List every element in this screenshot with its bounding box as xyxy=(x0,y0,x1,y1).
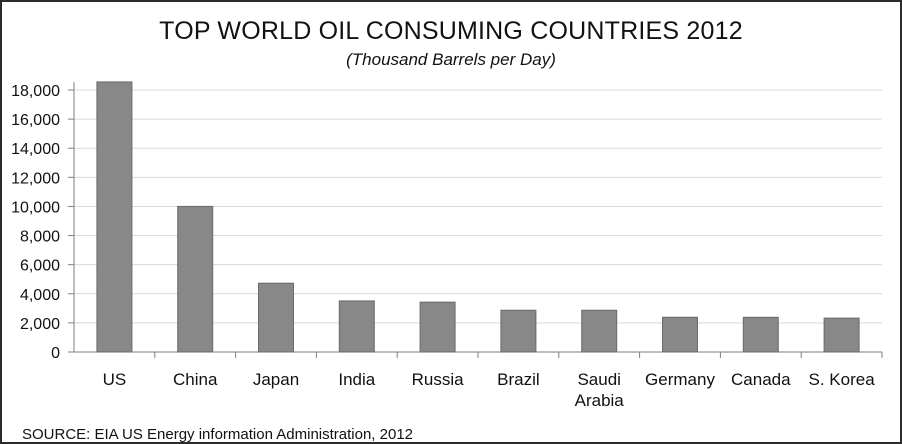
x-tick-label: China xyxy=(173,370,218,389)
x-tick-label: Japan xyxy=(253,370,299,389)
bar-germany xyxy=(662,316,698,353)
x-tick-label: Canada xyxy=(731,370,791,389)
source-note: SOURCE: EIA US Energy information Admini… xyxy=(22,426,414,443)
y-tick-label: 0 xyxy=(51,345,60,362)
y-tick-label: 2,000 xyxy=(20,316,60,333)
y-tick-label: 16,000 xyxy=(11,112,60,129)
y-tick-label: 18,000 xyxy=(11,83,60,100)
y-tick-label: 12,000 xyxy=(11,170,60,187)
y-tick-label: 14,000 xyxy=(11,141,60,158)
x-tick-label: Russia xyxy=(412,370,465,389)
bar-china xyxy=(177,205,214,353)
bar-s-korea xyxy=(823,317,860,353)
x-tick-label: Arabia xyxy=(575,391,625,410)
bar-brazil xyxy=(500,309,537,353)
x-tick-label: S. Korea xyxy=(809,370,876,389)
bar-india xyxy=(338,300,375,353)
bar-saudi-arabia xyxy=(581,309,618,353)
chart-title: TOP WORLD OIL CONSUMING COUNTRIES 2012 xyxy=(159,17,743,45)
bar-canada xyxy=(742,316,779,353)
y-tick-label: 10,000 xyxy=(11,199,60,216)
x-tick-label: Saudi xyxy=(577,370,620,389)
chart-subtitle: (Thousand Barrels per Day) xyxy=(346,50,556,69)
x-tick-label: India xyxy=(338,370,375,389)
y-tick-label: 6,000 xyxy=(20,258,60,275)
x-tick-label: Brazil xyxy=(497,370,540,389)
bar-japan xyxy=(258,282,294,353)
y-tick-label: 4,000 xyxy=(20,287,60,304)
y-tick-label: 8,000 xyxy=(20,229,60,246)
bar-russia xyxy=(419,301,456,353)
x-tick-label: US xyxy=(103,370,127,389)
bar-chart: 0 2,000 4,000 6,000 8,000 10,000 12,000 14,000 1… xyxy=(11,81,883,410)
x-tick-label: Germany xyxy=(645,370,715,389)
bar-us xyxy=(96,81,133,353)
